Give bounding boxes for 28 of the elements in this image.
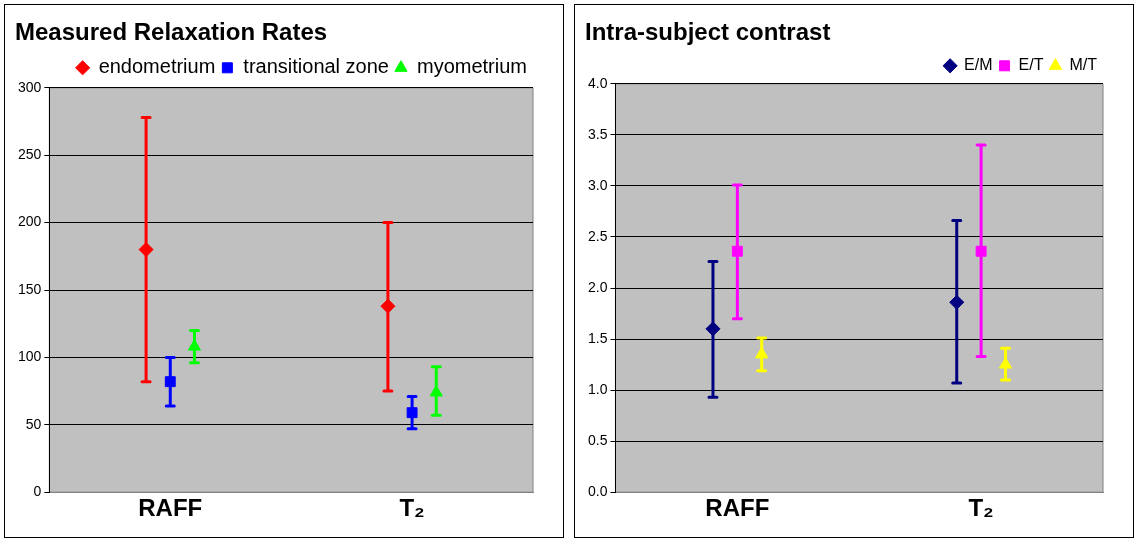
y-tick-label: 0.0: [587, 483, 608, 500]
y-tick-label: 4.0: [587, 74, 608, 91]
chart-title: Intra-subject contrast: [585, 18, 831, 46]
legend-label: E/T: [1018, 56, 1044, 74]
y-tick-label: 3.5: [587, 125, 608, 142]
legend-label: myometrium: [416, 55, 528, 78]
legend-label: endometrium: [98, 55, 216, 78]
legend-label: M/T: [1069, 56, 1098, 74]
y-tick-label: 200: [18, 213, 42, 230]
y-tick-label: 250: [18, 146, 42, 163]
y-tick-label: 0.5: [587, 432, 608, 449]
x-tick-label: T₂: [399, 494, 425, 522]
y-tick-label: 1.5: [587, 329, 608, 346]
x-tick-label: T₂: [968, 494, 994, 522]
y-tick-label: 50: [25, 415, 42, 432]
y-tick-label: 2.0: [587, 278, 608, 295]
y-tick-label: 150: [18, 280, 42, 297]
y-tick-label: 3.0: [587, 176, 608, 193]
legend-label: E/M: [964, 56, 993, 74]
y-tick-label: 0: [33, 483, 42, 500]
chart-title: Measured Relaxation Rates: [15, 18, 328, 46]
y-tick-label: 100: [18, 348, 42, 365]
y-tick-label: 2.5: [587, 227, 608, 244]
legend-label: transitional zone: [243, 55, 389, 78]
y-tick-label: 1.0: [587, 380, 608, 397]
x-tick-label: RAFF: [138, 494, 203, 522]
y-tick-label: 300: [18, 78, 42, 95]
x-tick-label: RAFF: [705, 494, 770, 522]
